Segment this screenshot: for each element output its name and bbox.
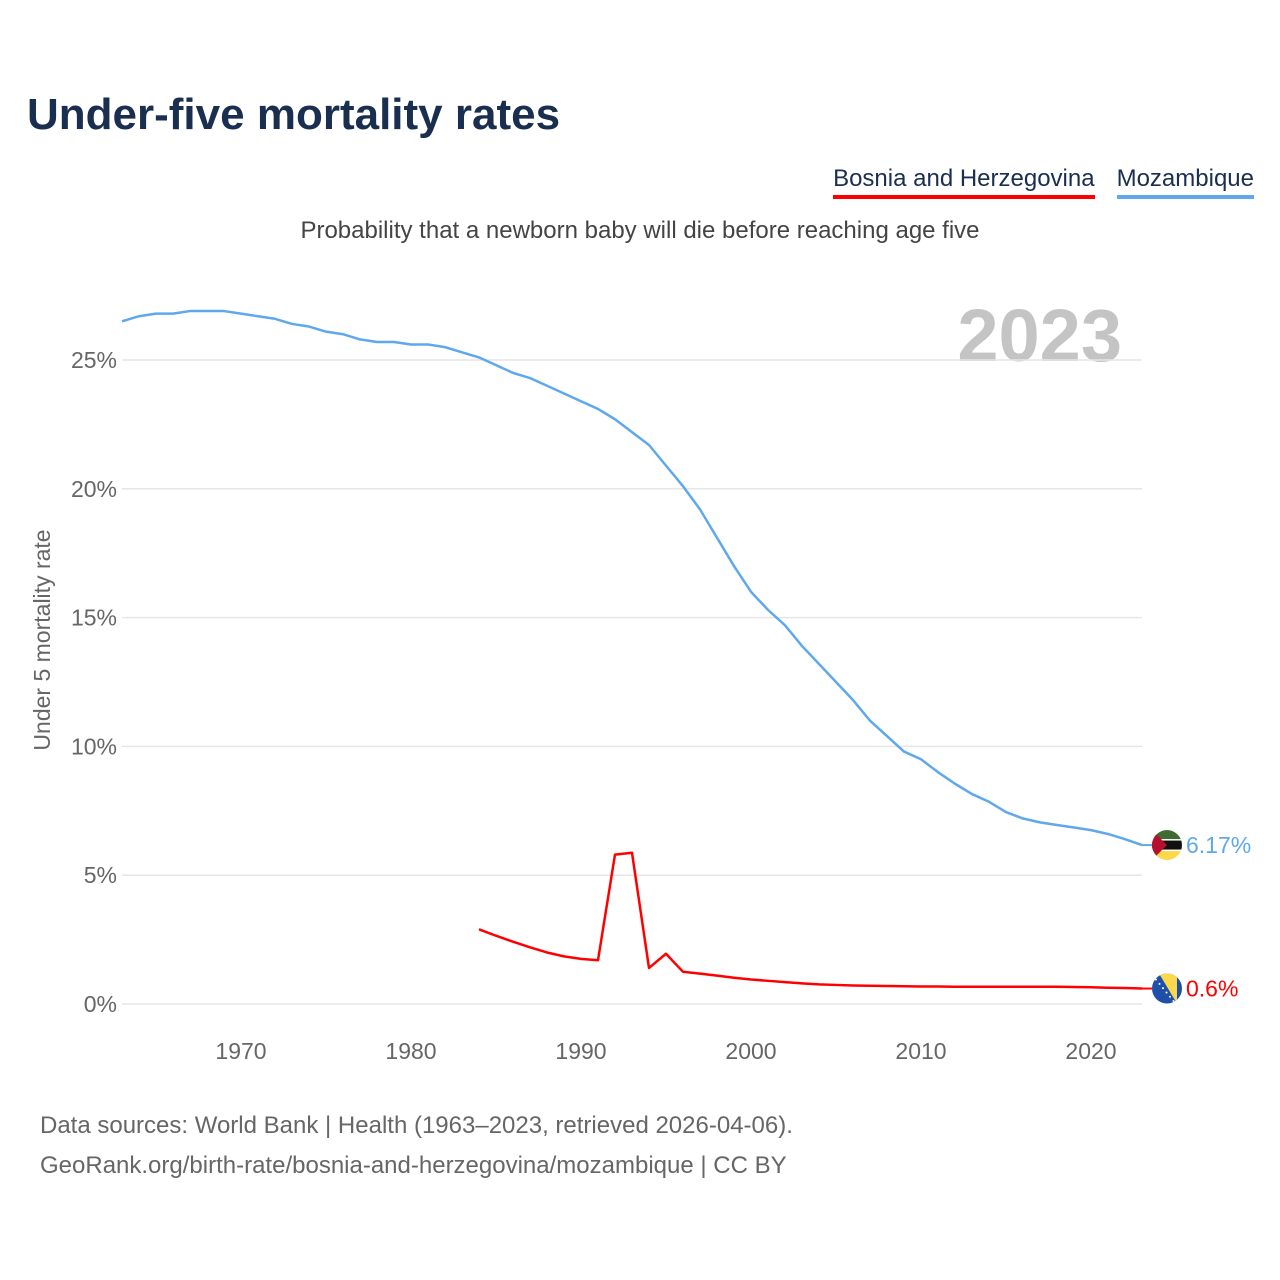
x-tick-label: 2010 xyxy=(895,1038,946,1064)
footer-link[interactable]: GeoRank.org/birth-rate/bosnia-and-herzeg… xyxy=(40,1152,787,1179)
x-tick-label: 2020 xyxy=(1065,1038,1116,1064)
y-axis-label: Under 5 mortality rate xyxy=(29,529,55,750)
x-tick-label: 1970 xyxy=(215,1038,266,1064)
y-tick-label: 5% xyxy=(84,862,117,888)
x-tick-label: 1980 xyxy=(385,1038,436,1064)
legend: Bosnia and Herzegovina Mozambique xyxy=(833,165,1254,199)
footer: Data sources: World Bank | Health (1963–… xyxy=(40,1106,793,1186)
y-tick-label: 0% xyxy=(84,991,117,1017)
series-line-mozambique[interactable] xyxy=(121,309,1143,847)
y-tick-label: 20% xyxy=(71,476,117,502)
y-tick-label: 25% xyxy=(71,347,117,373)
year-label: 2023 xyxy=(957,294,1122,377)
legend-item-bosnia[interactable]: Bosnia and Herzegovina xyxy=(833,165,1095,199)
y-tick-label: 10% xyxy=(71,733,117,759)
legend-item-mozambique[interactable]: Mozambique xyxy=(1116,165,1254,199)
footer-sources: Data sources: World Bank | Health (1963–… xyxy=(40,1112,793,1139)
chart-subtitle: Probability that a newborn baby will die… xyxy=(300,217,980,244)
bosnia-flag-icon xyxy=(1152,973,1182,1004)
chart-title: Under-five mortality rates xyxy=(27,90,561,139)
series-line-bosnia[interactable] xyxy=(478,851,1143,990)
mozambique-flag-icon xyxy=(1152,830,1182,861)
y-tick-label: 15% xyxy=(71,605,117,631)
end-value-label: 0.6% xyxy=(1186,976,1238,1002)
x-tick-label: 2000 xyxy=(725,1038,776,1064)
end-value-label: 6.17% xyxy=(1186,832,1251,858)
x-tick-label: 1990 xyxy=(555,1038,606,1064)
